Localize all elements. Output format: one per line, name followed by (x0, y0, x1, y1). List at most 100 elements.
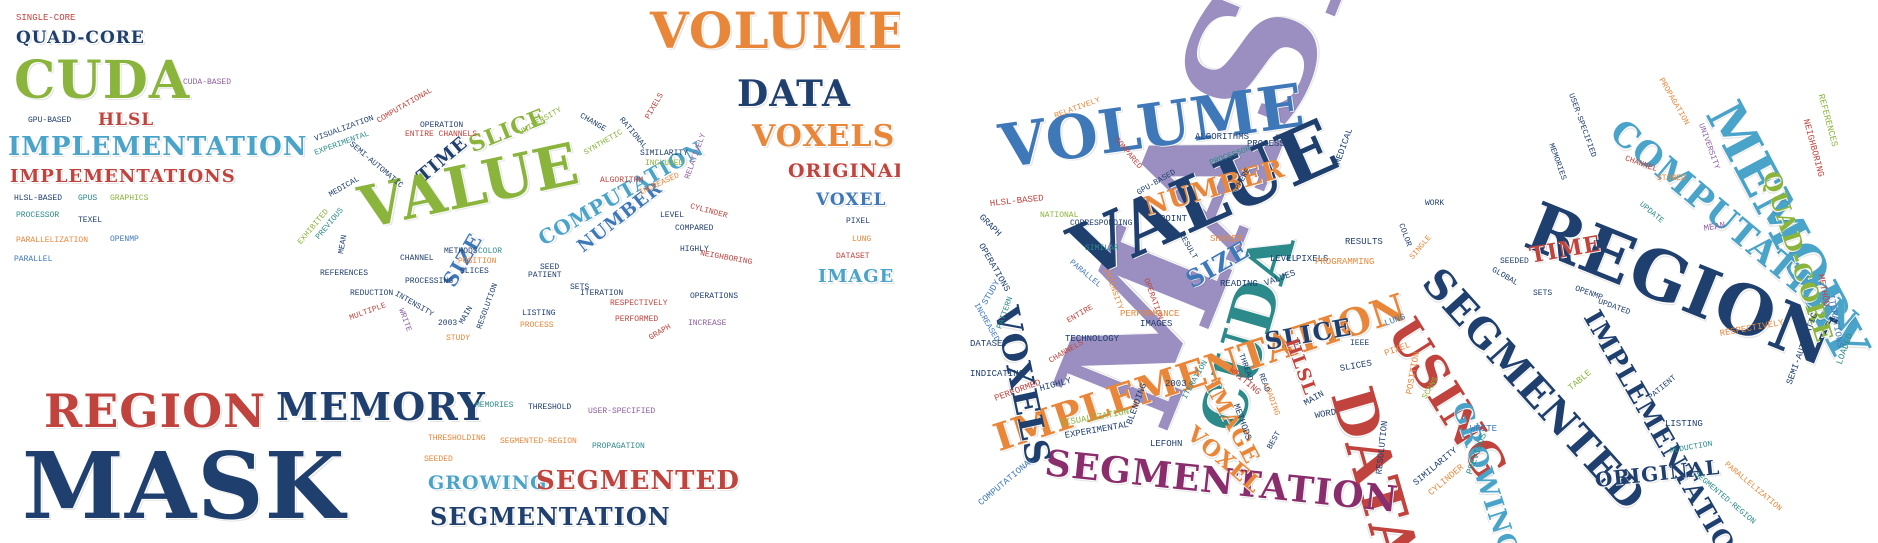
left-word-propagation: PROPAGATION (592, 442, 645, 451)
left-word-mean: MEAN (337, 234, 350, 255)
right-word-user-specified: USER-SPECIFIED (1566, 92, 1598, 159)
right-word-graph: GRAPH (976, 212, 1003, 239)
left-word-references: REFERENCES (320, 269, 369, 278)
left-word-processor: PROCESSOR (16, 211, 60, 220)
right-word-corresponding: CORRESPONDING (1070, 219, 1133, 228)
left-word-segmented-region: SEGMENTED-REGION (500, 437, 577, 446)
left-word-cloud: SINGLE-CORE QUAD-CORE CUDA CUDA-BASED GPU-BA… (0, 0, 900, 543)
left-word-quad-core: QUAD-CORE (16, 28, 145, 48)
left-word-compared: COMPARED (675, 224, 714, 233)
right-word-cloud: MASK VOLUME VALUE REGION MEMORY CUDA DATA USING… (960, 0, 1878, 543)
left-word-seed: SEED (540, 263, 560, 272)
right-word-level: LEVEL (1270, 254, 1298, 264)
right-word-memories: MEMORIES (1546, 142, 1568, 182)
left-word-texel: TEXEL (78, 216, 103, 225)
left-word-pixel: PIXEL (846, 217, 871, 226)
left-word-gpu-based: GPU-BASED (28, 116, 72, 125)
left-word-process: PROCESS (520, 321, 554, 330)
right-word-performance: PERFORMANCE (1120, 309, 1180, 319)
left-word-pixels: PIXELS (643, 91, 666, 121)
left-word-increase: INCREASE (688, 319, 727, 328)
left-word-algorithm: ALGORITHM (600, 176, 644, 185)
left-word-highly: HIGHLY (680, 245, 709, 254)
left-word-seeded: SEEDED (424, 455, 453, 464)
left-word-parallelization: PARALLELIZATION (16, 236, 89, 245)
right-word-indicating: INDICATING (970, 369, 1025, 379)
left-word-cuda: CUDA (14, 50, 191, 111)
left-word-included: INCLUDED (645, 159, 684, 168)
right-word-work: WORK (1425, 199, 1445, 208)
right-word-reading: READING (1220, 279, 1258, 289)
left-word-mask: MASK (22, 432, 346, 540)
right-word-ieee: IEEE (1350, 339, 1370, 348)
left-word-operations: OPERATIONS (690, 292, 739, 301)
right-word-shader: SHADER (1210, 234, 1243, 244)
right-word-technology: TECHNOLOGY (1065, 334, 1120, 344)
left-word-performed: PERFORMED (615, 315, 659, 324)
left-word-hlsl-based: HLSL-BASED (14, 194, 63, 203)
right-word-hlsl-based: HLSL-BASED (989, 193, 1045, 209)
right-word-similar: SIMILAR (1085, 244, 1119, 253)
left-word-segmentation: SEGMENTATION (430, 502, 671, 531)
left-word-data: DATA (737, 73, 851, 115)
left-word-lung: LUNG (852, 235, 872, 244)
right-word-2003: 2003 (1165, 379, 1187, 389)
left-word-openmp: OPENMP (110, 235, 139, 244)
right-word-color: COLOR (1396, 222, 1413, 248)
right-word-global: GLOBAL (1490, 265, 1520, 288)
right-word-point: POINT (1160, 214, 1188, 224)
right-word-programming: PROGRAMMING (1315, 257, 1375, 267)
right-word-computational: COMPUTATIONAL (976, 455, 1037, 508)
left-word-implementations: IMPLEMENTATIONS (10, 166, 236, 187)
left-word-volume: VOLUME (650, 1, 900, 60)
left-word-cylinder: CYLINDER (688, 202, 729, 221)
left-word-neighboring: NEIGHBORING (699, 249, 753, 268)
left-word-gpus: GPUS (78, 194, 98, 203)
left-word-image: IMAGE (818, 266, 895, 287)
right-word-references: REFERENCES (1815, 93, 1840, 148)
right-word-pixels: PIXELS (1296, 254, 1329, 264)
left-word-processing: PROCESSING (405, 277, 454, 286)
right-word-images: IMAGES (1140, 319, 1173, 329)
right-word-process: PROCESS (1247, 139, 1285, 149)
left-word-cuda-based: CUDA-BASED (183, 78, 232, 87)
right-word-propagation: PROPAGATION (1656, 76, 1691, 127)
left-word-change: CHANGE (578, 111, 608, 134)
left-word-resolution: RESOLUTION (475, 282, 501, 331)
right-word-lefohn: LEFOHN (1150, 439, 1183, 449)
right-word-slices: SLICES (1339, 358, 1373, 374)
left-word-graph: GRAPH (647, 322, 673, 343)
left-word-voxel: VOXEL (816, 190, 887, 210)
right-word-update: UPDATE (1637, 200, 1666, 226)
left-word-user-specified: USER-SPECIFIED (588, 407, 656, 416)
left-word-implementation: IMPLEMENTATION (8, 132, 308, 162)
left-word-single-core: SINGLE-CORE (16, 13, 76, 23)
left-word-growing: GROWING (428, 472, 548, 494)
left-word-original: ORIGINAL (788, 160, 900, 182)
right-word-single: SINGLE (1408, 233, 1434, 262)
left-word-channel: CHANNEL (400, 254, 434, 263)
left-word-color: COLOR (478, 247, 503, 256)
left-word-thresholding: THRESHOLDING (428, 434, 486, 443)
right-word-best: BEST (1265, 429, 1284, 451)
right-word-algorithms: ALGORITHMS (1195, 132, 1250, 142)
left-word-patient: PATIENT (528, 271, 562, 280)
left-word-voxels: VOXELS (752, 119, 896, 154)
left-word-dataset: DATASET (836, 252, 870, 261)
left-word-level: LEVEL (660, 211, 685, 220)
left-word-parallel: PARALLEL (14, 255, 53, 264)
left-word-multiple: MULTIPLE (348, 301, 388, 323)
right-word-dataset: DATASET (970, 339, 1008, 349)
left-word-listing: LISTING (522, 309, 556, 318)
left-word-synthetic: SYNTHETIC (582, 128, 625, 158)
right-word-stored: STORED (1657, 174, 1686, 183)
right-word-write: WRITE (1470, 424, 1498, 434)
left-word-region: REGION (44, 384, 267, 438)
left-word-2003: 2003 (438, 319, 458, 328)
left-word-slices: SLICES (460, 267, 489, 276)
left-word-respectively: RESPECTIVELY (610, 299, 668, 308)
left-word-iteration: ITERATION (580, 289, 624, 298)
right-word-study: STUDY (980, 278, 1003, 307)
right-word-listing: LISTING (1665, 419, 1703, 429)
right-word-results: RESULTS (1345, 237, 1383, 247)
